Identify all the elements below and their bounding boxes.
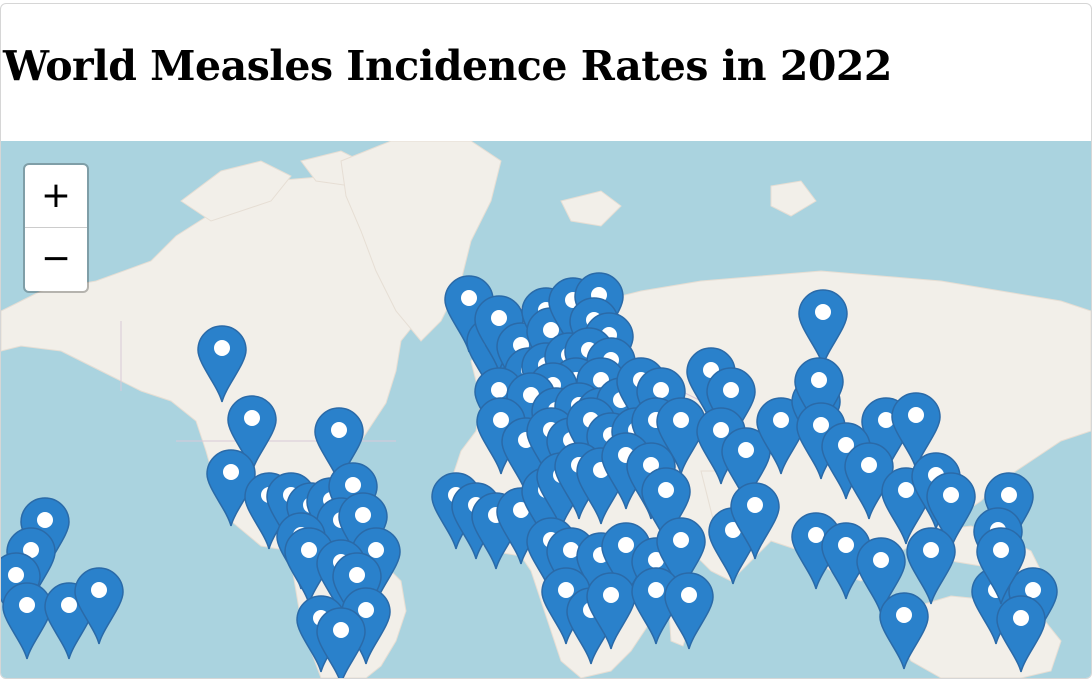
- map-pin-icon[interactable]: [586, 572, 636, 650]
- arctic-islands: [560, 190, 622, 227]
- map-pin-icon[interactable]: [926, 472, 976, 550]
- marker-layer[interactable]: [1, 272, 1058, 678]
- map-pin-icon[interactable]: [706, 367, 756, 445]
- map-pin-icon[interactable]: [794, 357, 844, 435]
- map-pin-icon[interactable]: [74, 567, 124, 645]
- map-pin-icon[interactable]: [2, 582, 52, 660]
- map-pin-icon[interactable]: [227, 395, 277, 473]
- map-pin-icon[interactable]: [316, 607, 366, 678]
- map-pin-icon[interactable]: [976, 527, 1026, 605]
- map-pin-icon[interactable]: [197, 325, 247, 403]
- map-pin-icon[interactable]: [879, 592, 929, 670]
- page-title: World Measles Incidence Rates in 2022: [3, 42, 892, 90]
- map-pin-icon[interactable]: [891, 392, 941, 470]
- world-map[interactable]: [1, 141, 1091, 678]
- map-pin-icon[interactable]: [906, 527, 956, 605]
- map-pin-icon[interactable]: [664, 572, 714, 650]
- zoom-control: + −: [23, 163, 89, 293]
- page-frame: World Measles Incidence Rates in 2022: [0, 3, 1092, 679]
- map-pin-icon[interactable]: [656, 517, 706, 595]
- zoom-out-button[interactable]: −: [40, 238, 72, 279]
- map-pin-icon[interactable]: [996, 595, 1046, 673]
- map-pin-icon[interactable]: [856, 537, 906, 615]
- zoom-in-button[interactable]: +: [25, 165, 87, 228]
- map-pin-icon[interactable]: [798, 289, 848, 367]
- map-pin-icon[interactable]: [721, 427, 771, 505]
- arctic-islands: [770, 180, 817, 217]
- map-pin-icon[interactable]: [314, 407, 364, 485]
- map-canvas[interactable]: [1, 141, 1091, 678]
- map-pin-icon[interactable]: [730, 482, 780, 560]
- arctic-islands: [180, 160, 292, 222]
- map-pin-icon[interactable]: [821, 522, 871, 600]
- map-pin-icon[interactable]: [641, 467, 691, 545]
- map-pin-icon[interactable]: [341, 587, 391, 665]
